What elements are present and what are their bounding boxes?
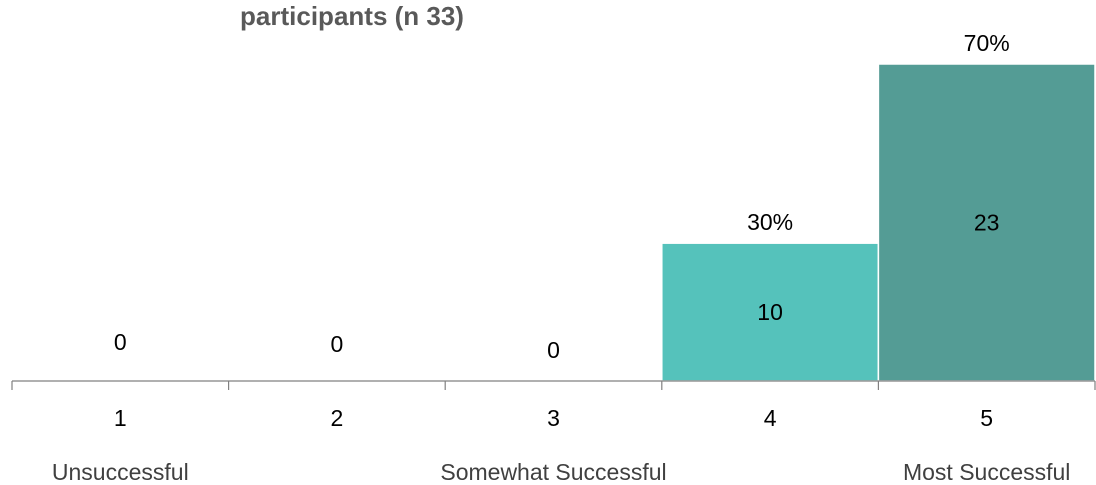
- count-label-2: 0: [331, 331, 344, 357]
- chart-title: participants (n 33): [240, 1, 464, 31]
- percent-label-5: 70%: [964, 30, 1010, 56]
- count-label-5: 23: [974, 210, 1000, 236]
- bar-5: [877, 63, 1096, 382]
- percent-label-4: 30%: [747, 209, 793, 235]
- category-description-1: Unsuccessful: [52, 459, 189, 485]
- tick-label-3: 3: [547, 405, 560, 431]
- count-label-1: 0: [114, 329, 127, 355]
- category-description-5: Most Successful: [903, 459, 1070, 485]
- category-description-3: Somewhat Successful: [440, 459, 666, 485]
- labels-layer: 0 1 Unsuccessful 0 2 0 3 Somewhat Successful 30%…: [52, 30, 1071, 485]
- tick-label-2: 2: [331, 405, 344, 431]
- count-label-4: 10: [757, 299, 783, 325]
- bar-4: [661, 242, 880, 382]
- tick-label-5: 5: [980, 405, 993, 431]
- tick-label-1: 1: [114, 405, 127, 431]
- tick-label-4: 4: [764, 405, 777, 431]
- count-label-3: 0: [547, 337, 560, 363]
- x-axis: [11, 380, 1096, 390]
- bars-layer: [661, 63, 1096, 382]
